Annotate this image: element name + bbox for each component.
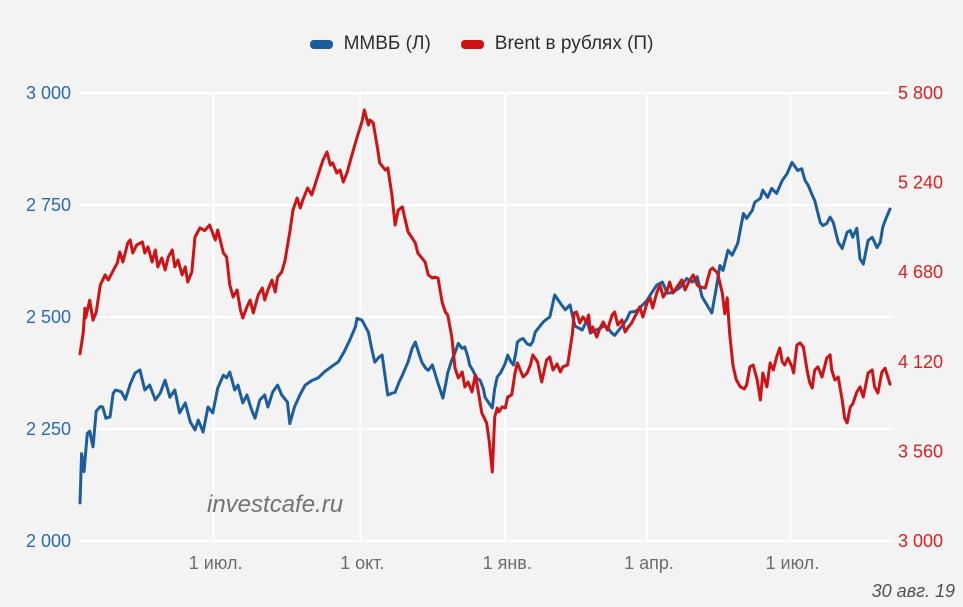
x-axis-tick-label: 1 июл.	[766, 553, 820, 573]
legend: ММВБ (Л) Brent в рублях (П)	[0, 33, 963, 55]
legend-item-mmvb[interactable]: ММВБ (Л)	[309, 33, 431, 55]
right-axis-tick-label: 4 680	[898, 262, 943, 282]
right-axis-tick-label: 3 000	[898, 531, 943, 551]
left-axis-tick-label: 2 000	[26, 531, 71, 551]
left-axis-tick-label: 2 250	[26, 419, 71, 439]
x-axis-tick-label: 1 июл.	[189, 553, 243, 573]
mmvb-line-series	[78, 160, 892, 505]
right-axis-tick-label: 5 800	[898, 83, 943, 103]
right-axis-tick-label: 4 120	[898, 352, 943, 372]
legend-item-brent[interactable]: Brent в рублях (П)	[460, 33, 654, 55]
watermark: investcafe.ru	[207, 491, 344, 518]
left-axis-tick-label: 2 750	[26, 195, 71, 215]
brent-legend-marker-icon	[460, 39, 484, 49]
left-axis-tick-label: 2 500	[26, 307, 71, 327]
brent-legend-label: Brent в рублях (П)	[494, 33, 654, 54]
mmvb-legend-marker-icon	[309, 39, 333, 49]
mmvb-legend-label: ММВБ (Л)	[343, 33, 431, 54]
x-axis-tick-label: 1 окт.	[340, 553, 384, 573]
brent-line-series	[78, 108, 892, 474]
x-axis-tick-label: 1 янв.	[483, 553, 532, 573]
x-axis-tick-label: 1 апр.	[624, 553, 674, 573]
footer-date: 30 авг. 19	[871, 581, 955, 601]
right-axis-tick-label: 3 560	[898, 441, 943, 461]
right-axis-tick-label: 5 240	[898, 173, 943, 193]
left-axis-tick-label: 3 000	[26, 83, 71, 103]
